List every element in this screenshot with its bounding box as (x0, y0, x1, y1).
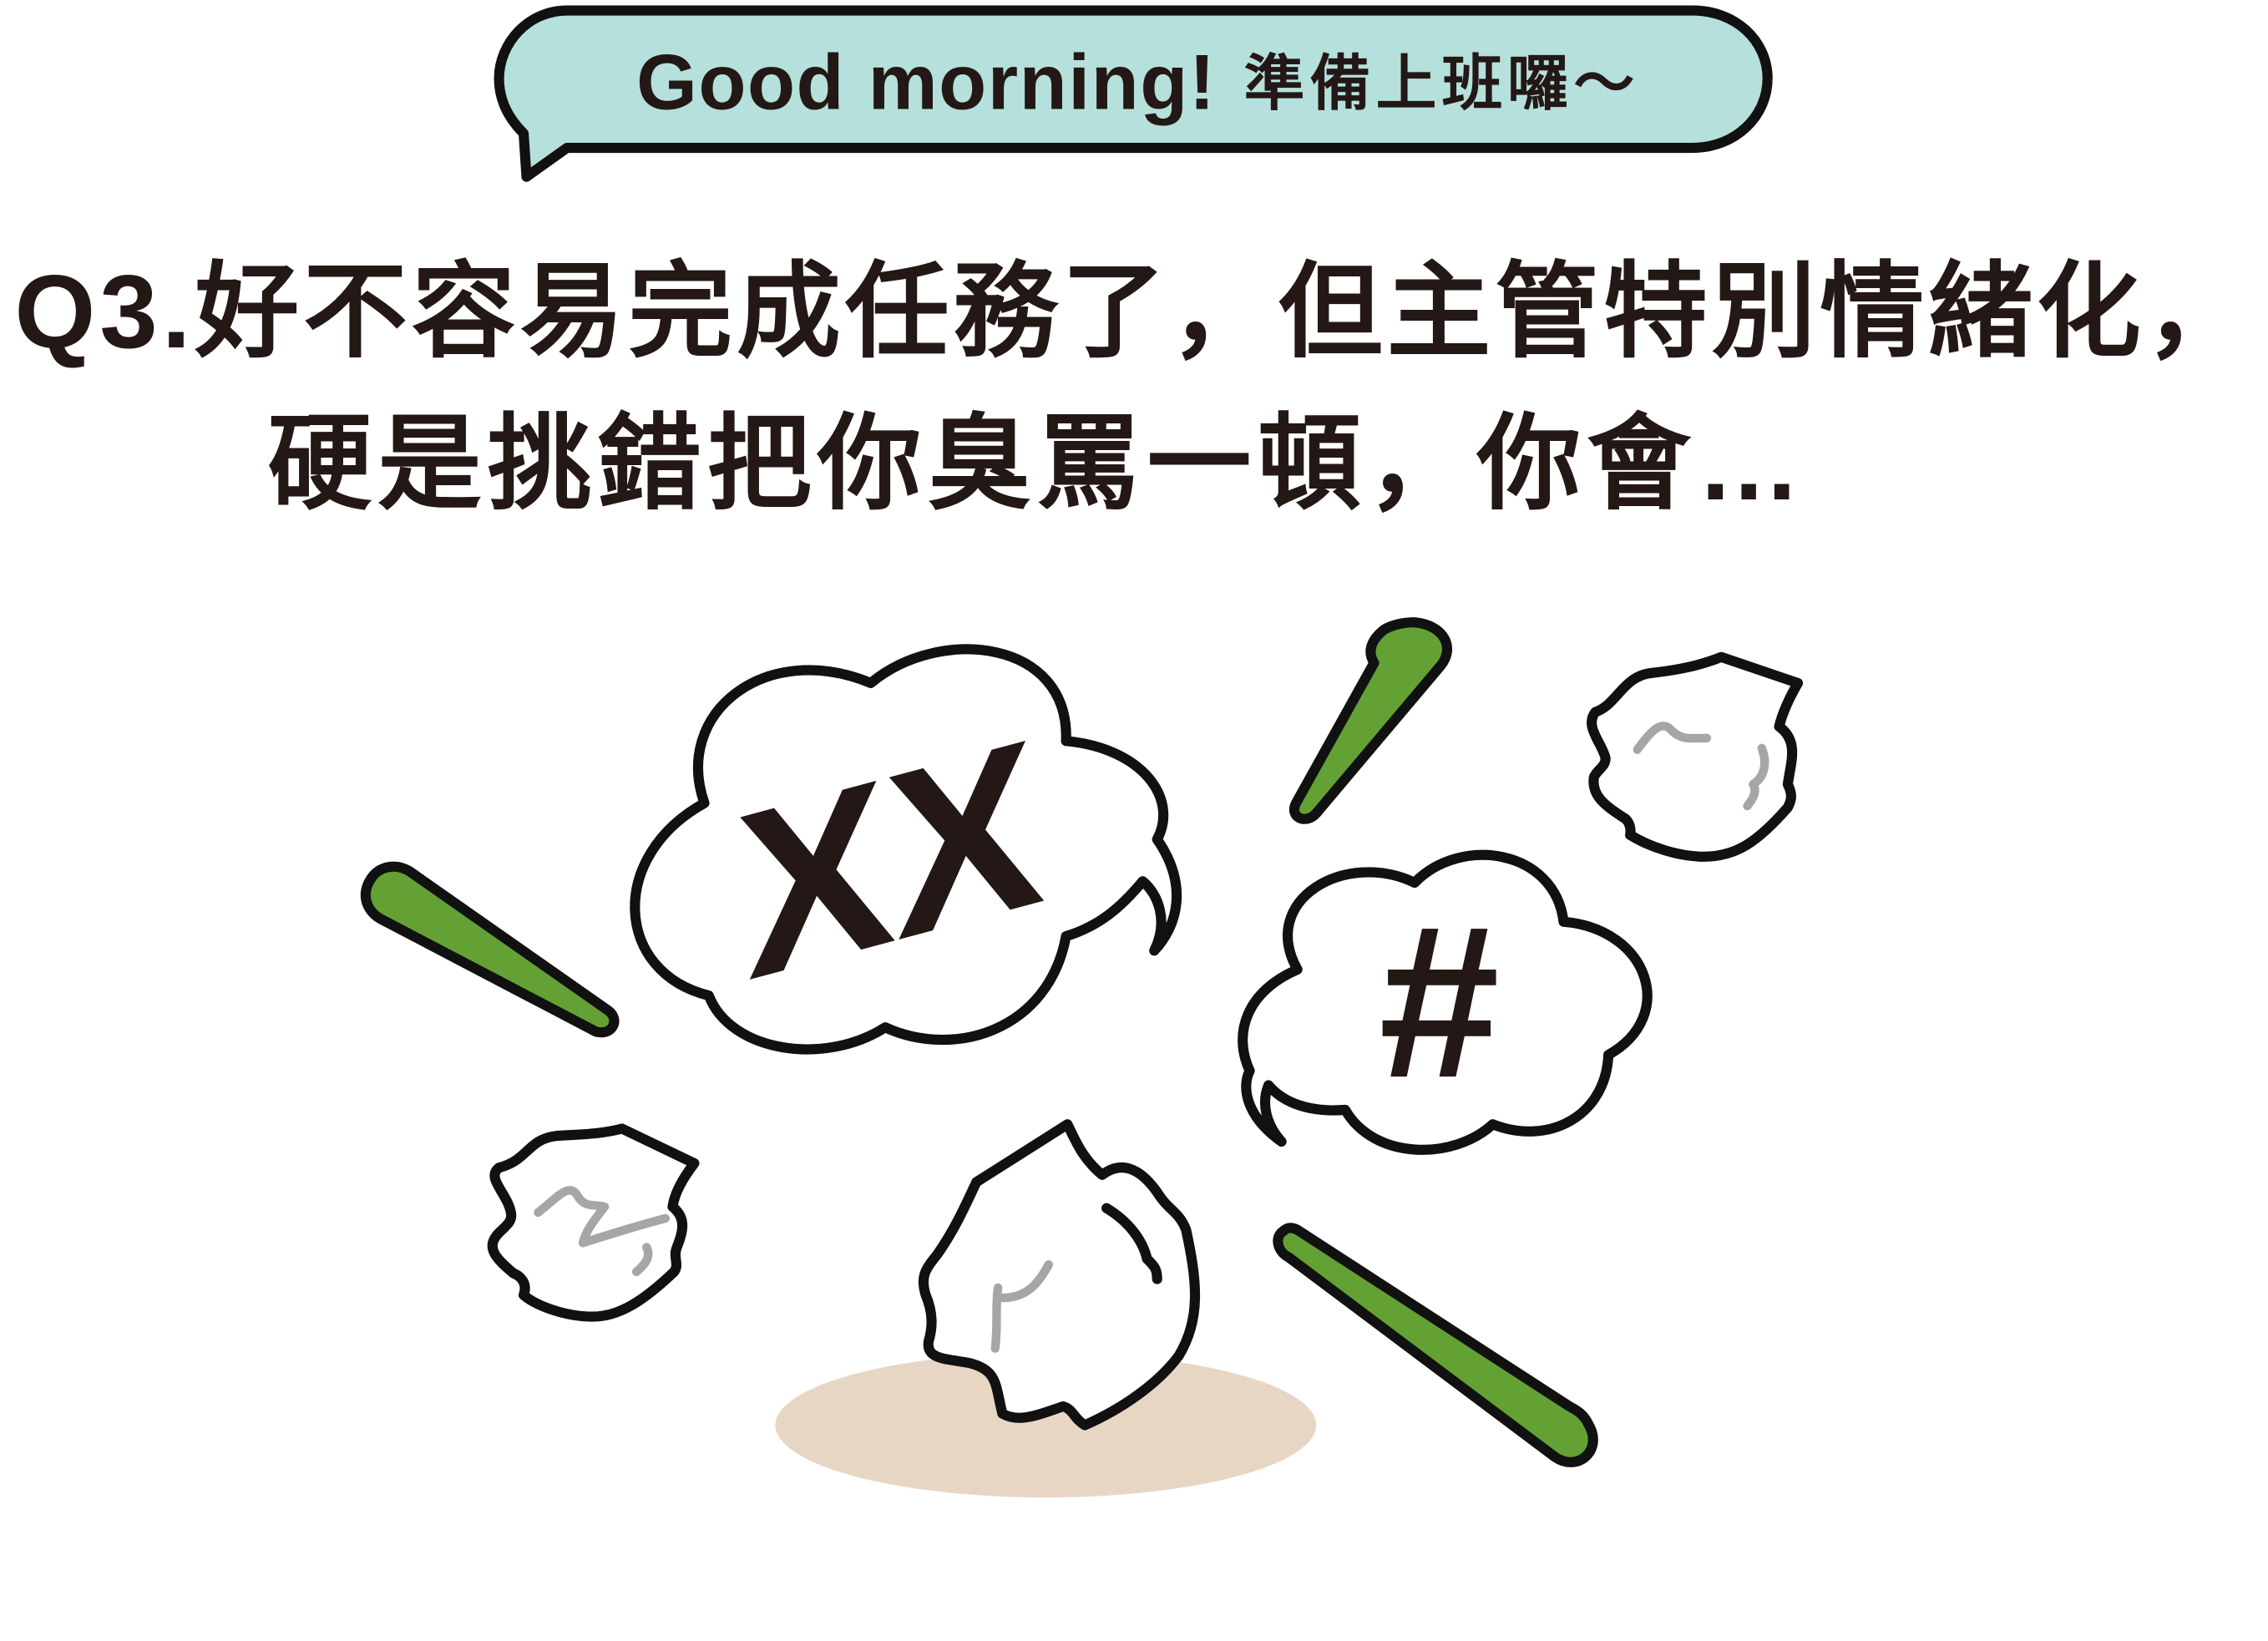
speech-bubble-icon (494, 5, 1773, 182)
paper-fold-line (1101, 1203, 1162, 1284)
paper-crease (1743, 743, 1769, 811)
right-cloud-text: # (1379, 881, 1500, 1123)
green-streak-icon (360, 861, 620, 1038)
crumpled-paper-top-right (1587, 651, 1804, 862)
angry-cloud-icon (630, 644, 1182, 1055)
paper-crease (990, 1283, 1003, 1353)
green-streaks (360, 617, 1598, 1467)
greeting-bubble: Good morning! 準備上班囉～ (494, 5, 1773, 182)
paper-crease (998, 1260, 1054, 1303)
paper-crease (1633, 722, 1712, 754)
crumpled-paper-bottom-left (487, 1123, 700, 1322)
crumpled-paper-center (918, 1119, 1201, 1431)
left-angry-cloud: XX (630, 644, 1182, 1055)
angry-cloud-icon (1238, 849, 1653, 1155)
green-streak-icon (1273, 1223, 1598, 1467)
question-line-1: Q3.好不容易完成任務了，但主管特別情緒化， (14, 254, 2249, 370)
greeting-text-latin: Good morning! (636, 38, 1215, 125)
ground-shadow (775, 1352, 1317, 1498)
question-line-2: 硬是挑錯把你臭罵一頓，你會… (267, 406, 1800, 522)
paper-crease (534, 1186, 670, 1248)
green-streak-icon (1289, 617, 1453, 824)
question-title: Q3.好不容易完成任務了，但主管特別情緒化， 硬是挑錯把你臭罵一頓，你會… (14, 254, 2249, 522)
paper-crease (631, 1243, 653, 1277)
right-angry-cloud: # (1238, 849, 1653, 1155)
